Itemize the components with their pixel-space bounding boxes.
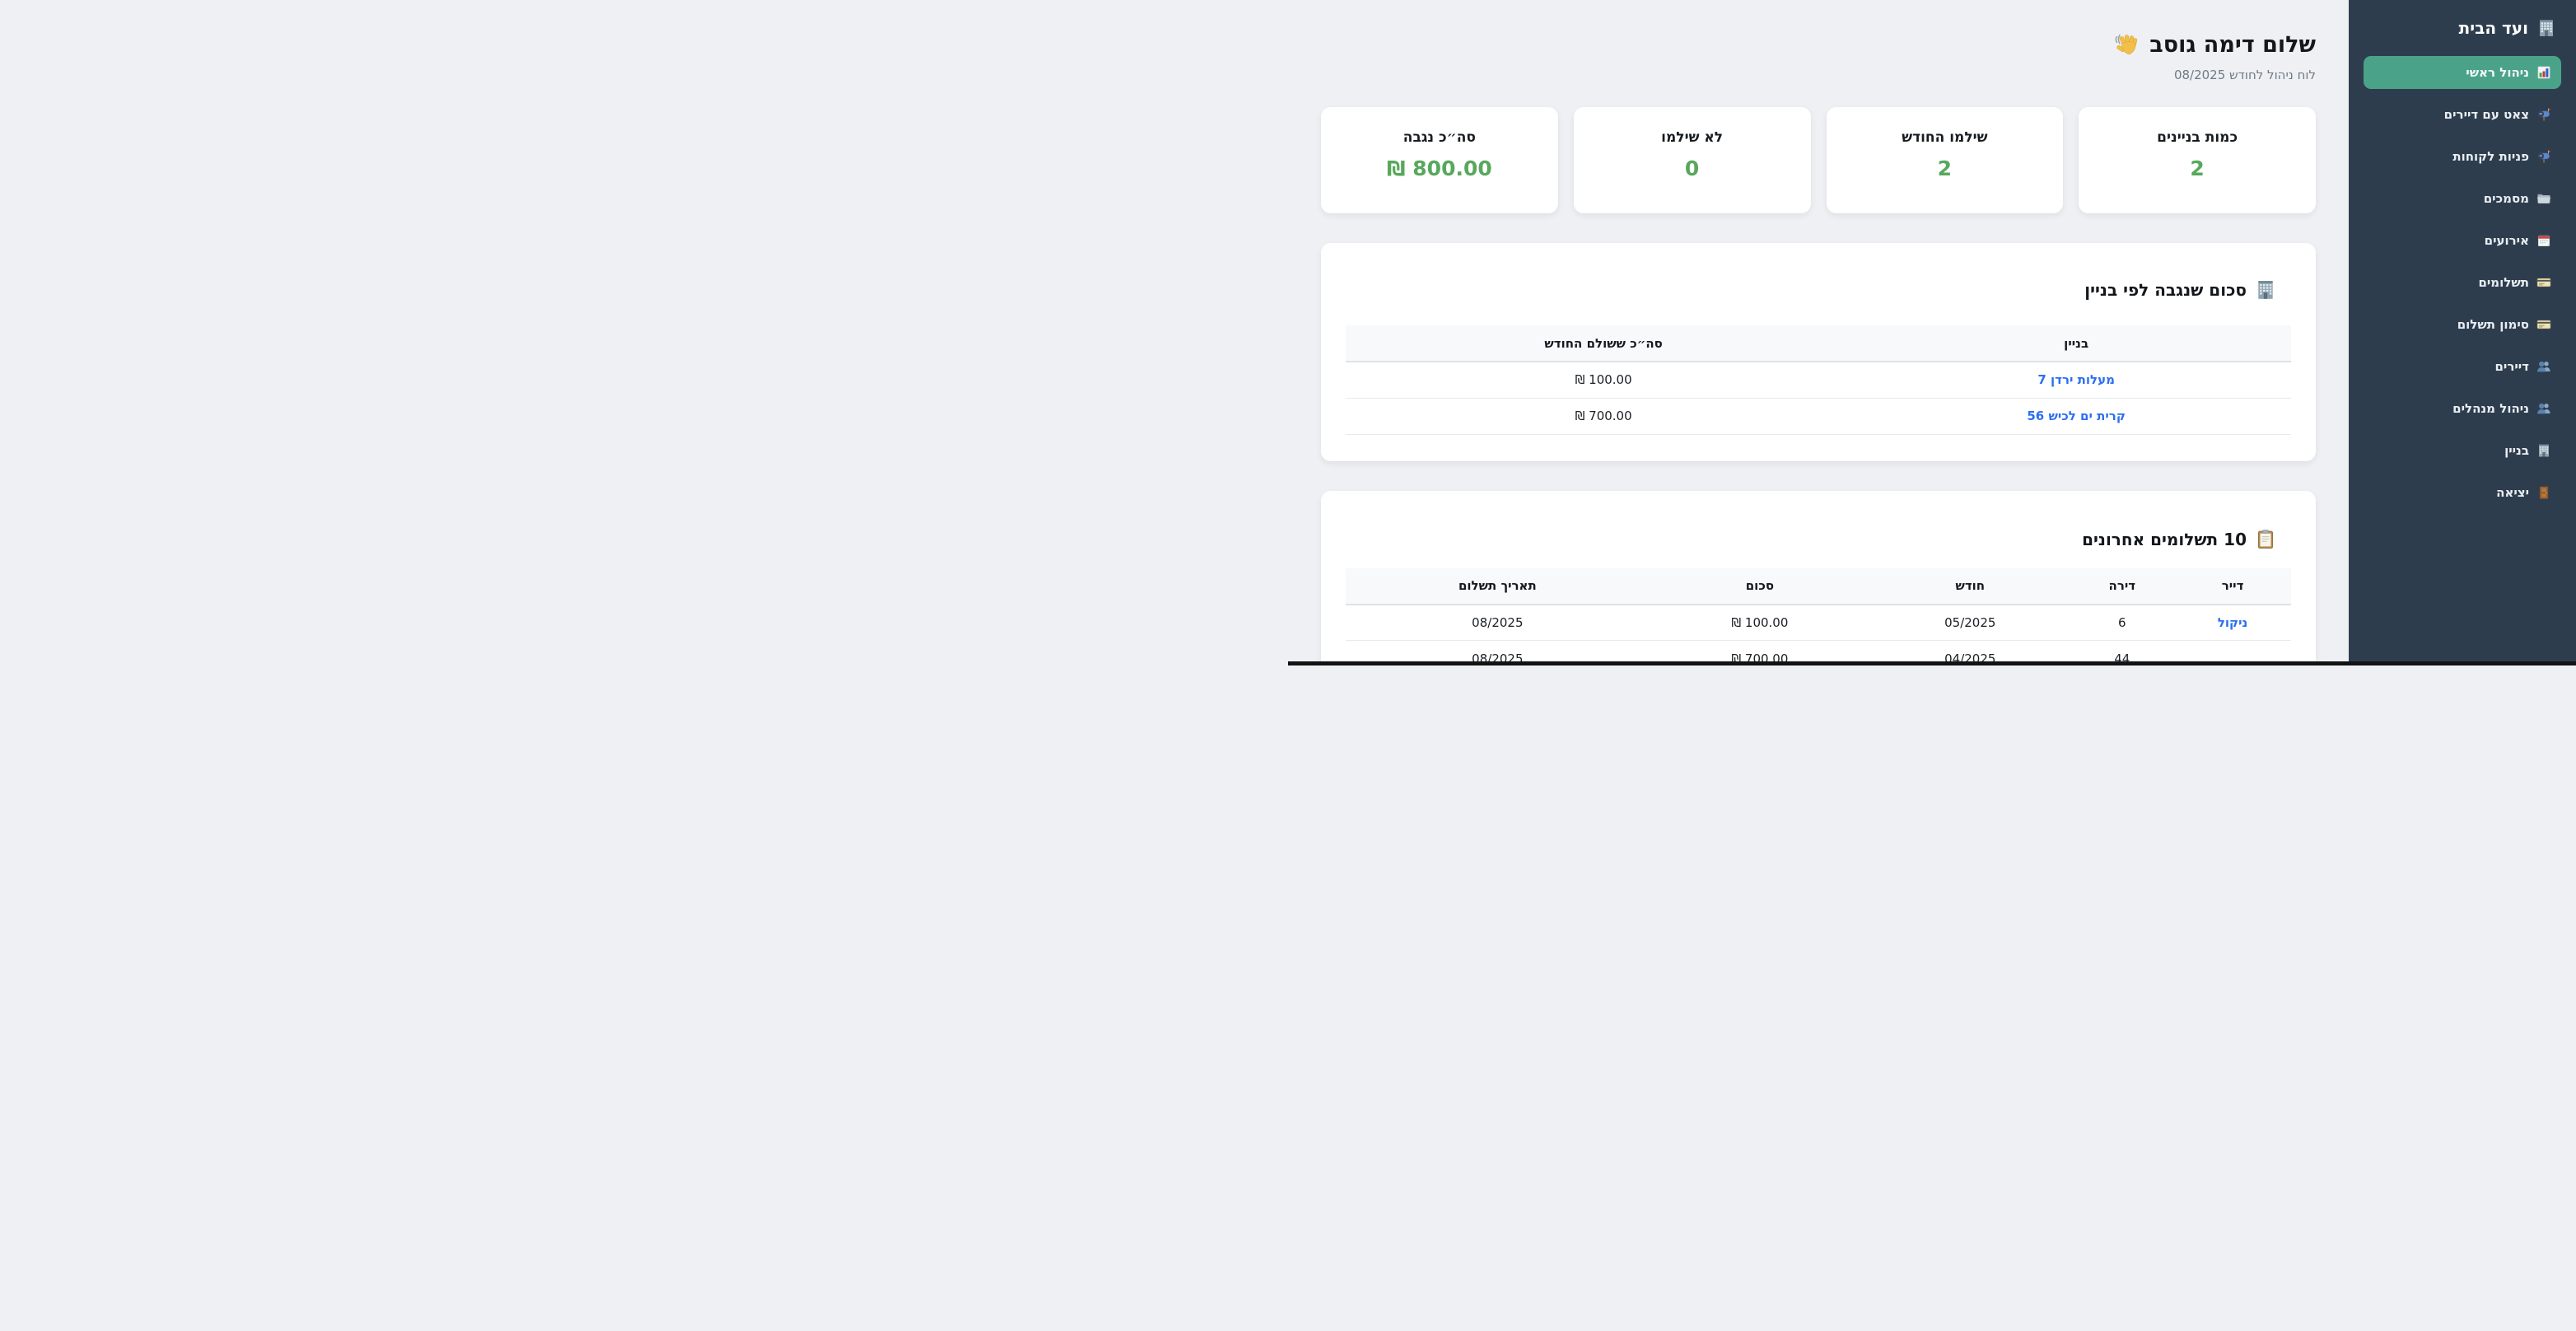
app-title-label: ועד הבית	[2458, 18, 2528, 38]
stat-card-not-paid: לא שילמו 0	[1573, 107, 1811, 213]
stat-card-paid-this-month: שילמו החודש 2	[1826, 107, 2064, 213]
building-link[interactable]: מעלות ירדן 7	[2037, 372, 2115, 388]
mailbox-icon	[2536, 107, 2551, 122]
payment-date-cell: 08/2025	[1346, 604, 1650, 641]
people-icon	[2536, 401, 2551, 416]
building-link[interactable]: קרית ים לכיש 56	[2027, 409, 2126, 423]
sidebar-item-label: יציאה	[2496, 485, 2529, 500]
sidebar-item-payments[interactable]: תשלומים	[2364, 266, 2561, 299]
column-header-apartment: דירה	[2070, 567, 2175, 605]
recent-payments-section: 10 תשלומים אחרונים דייר דירה חודש סכום ת…	[1321, 490, 2316, 666]
table-row: ניקול 6 05/2025 ₪ 100.00 08/2025	[1346, 604, 2291, 641]
table-row: מעלות ירדן 7 ₪ 100.00	[1346, 362, 2291, 399]
column-header-building: בניין	[1861, 325, 2291, 362]
sidebar-item-main-dashboard[interactable]: ניהול ראשי	[2364, 56, 2561, 89]
sidebar-item-tenants[interactable]: דיירים	[2364, 350, 2561, 383]
sidebar-item-label: בניין	[2504, 443, 2529, 458]
sidebar-item-manage-admins[interactable]: ניהול מנהלים	[2364, 392, 2561, 425]
sidebar-item-documents[interactable]: מסמכים	[2364, 182, 2561, 215]
month-cell: 04/2025	[1870, 640, 2070, 666]
stat-label: כמות בניינים	[2157, 129, 2238, 146]
stat-value: 0	[1684, 156, 1700, 180]
sidebar-item-label: סימון תשלום	[2457, 317, 2529, 332]
stat-label: סה״כ נגבה	[1402, 129, 1476, 146]
recent-payments-table: דייר דירה חודש סכום תאריך תשלום ניקול 6 …	[1346, 567, 2291, 666]
table-header-row: בניין סה״כ ששולם החודש	[1346, 325, 2291, 362]
sidebar-item-mark-payment[interactable]: סימון תשלום	[2364, 308, 2561, 341]
apartment-cell: 44	[2070, 640, 2175, 666]
greeting-text: שלום דימה גוסב	[2149, 31, 2316, 58]
sidebar-item-label: דיירים	[2494, 359, 2529, 374]
folder-icon	[2536, 191, 2551, 206]
sidebar-item-building[interactable]: בניין	[2364, 434, 2561, 467]
amount-cell: ₪ 100.00	[1649, 604, 1871, 641]
mailbox-icon	[2536, 149, 2551, 164]
bar-chart-icon	[2536, 65, 2551, 80]
table-row: 44 04/2025 ₪ 700.00 08/2025	[1346, 640, 2291, 666]
column-header-tenant: דייר	[2174, 567, 2291, 605]
sidebar-item-label: אירועים	[2484, 233, 2529, 248]
app-root: ועד הבית ניהול ראשי צאט עם דיירים פניות …	[1288, 0, 2576, 666]
sidebar-item-label: פניות לקוחות	[2452, 149, 2529, 164]
main-content: שלום דימה גוסב לוח ניהול לחודש 08/2025 כ…	[1288, 0, 2349, 666]
sidebar-item-label: מסמכים	[2483, 191, 2529, 206]
stat-card-buildings-count: כמות בניינים 2	[2079, 107, 2316, 213]
building-total-cell: ₪ 700.00	[1346, 398, 1862, 435]
waving-hand-icon	[2113, 31, 2140, 58]
page-title: שלום דימה גוסב	[1321, 31, 2316, 58]
sidebar-nav: ניהול ראשי צאט עם דיירים פניות לקוחות מס…	[2349, 56, 2576, 518]
sidebar-item-label: תשלומים	[2478, 275, 2529, 290]
office-building-icon	[2536, 18, 2556, 38]
apartment-cell: 6	[2070, 604, 2175, 641]
credit-card-icon	[2536, 275, 2551, 290]
stat-label: שילמו החודש	[1902, 129, 1988, 146]
door-icon	[2536, 485, 2551, 500]
table-row: קרית ים לכיש 56 ₪ 700.00	[1346, 398, 2291, 435]
tenant-link[interactable]: ניקול	[2217, 614, 2248, 630]
column-header-total-paid-month: סה״כ ששולם החודש	[1346, 325, 1862, 362]
people-icon	[2536, 359, 2551, 374]
month-cell: 05/2025	[1870, 604, 2070, 641]
sidebar: ועד הבית ניהול ראשי צאט עם דיירים פניות …	[2349, 0, 2576, 666]
section-title-text: סכום שנגבה לפי בניין	[2084, 280, 2247, 300]
stat-label: לא שילמו	[1661, 129, 1724, 146]
column-header-payment-date: תאריך תשלום	[1346, 567, 1650, 605]
credit-card-icon	[2536, 317, 2551, 332]
by-building-table: בניין סה״כ ששולם החודש מעלות ירדן 7 ₪ 10…	[1346, 325, 2291, 435]
collected-by-building-title: סכום שנגבה לפי בניין	[1346, 279, 2276, 301]
office-building-icon	[2536, 443, 2551, 458]
sidebar-item-label: צאט עם דיירים	[2443, 107, 2529, 122]
column-header-amount: סכום	[1649, 567, 1871, 605]
recent-payments-title: 10 תשלומים אחרונים	[1346, 529, 2276, 550]
building-total-cell: ₪ 100.00	[1346, 362, 1862, 399]
app-title: ועד הבית	[2349, 0, 2576, 38]
column-header-month: חודש	[1870, 567, 2070, 605]
stat-value: 2	[2190, 156, 2205, 180]
table-header-row: דייר דירה חודש סכום תאריך תשלום	[1346, 567, 2291, 605]
stat-card-total-collected: סה״כ נגבה ₪ 800.00	[1321, 107, 1558, 213]
collected-by-building-section: סכום שנגבה לפי בניין בניין סה״כ ששולם הח…	[1321, 243, 2316, 461]
sidebar-item-chat-with-tenants[interactable]: צאט עם דיירים	[2364, 98, 2561, 131]
sidebar-item-events[interactable]: אירועים	[2364, 224, 2561, 257]
clipboard-icon	[2255, 529, 2276, 550]
sidebar-item-label: ניהול ראשי	[2466, 65, 2529, 80]
page-subtitle: לוח ניהול לחודש 08/2025	[2173, 68, 2316, 82]
calendar-icon	[2536, 233, 2551, 248]
sidebar-item-logout[interactable]: יציאה	[2364, 476, 2561, 509]
stat-value: ₪ 800.00	[1386, 156, 1492, 180]
section-title-text: 10 תשלומים אחרונים	[2082, 529, 2247, 549]
sidebar-item-label: ניהול מנהלים	[2452, 401, 2529, 416]
stats-row: כמות בניינים 2 שילמו החודש 2 לא שילמו 0 …	[1321, 107, 2316, 213]
bottom-edge-strip	[1288, 661, 2576, 666]
stat-value: 2	[1937, 156, 1953, 180]
sidebar-item-customer-inquiries[interactable]: פניות לקוחות	[2364, 140, 2561, 173]
office-building-icon	[2255, 279, 2276, 301]
